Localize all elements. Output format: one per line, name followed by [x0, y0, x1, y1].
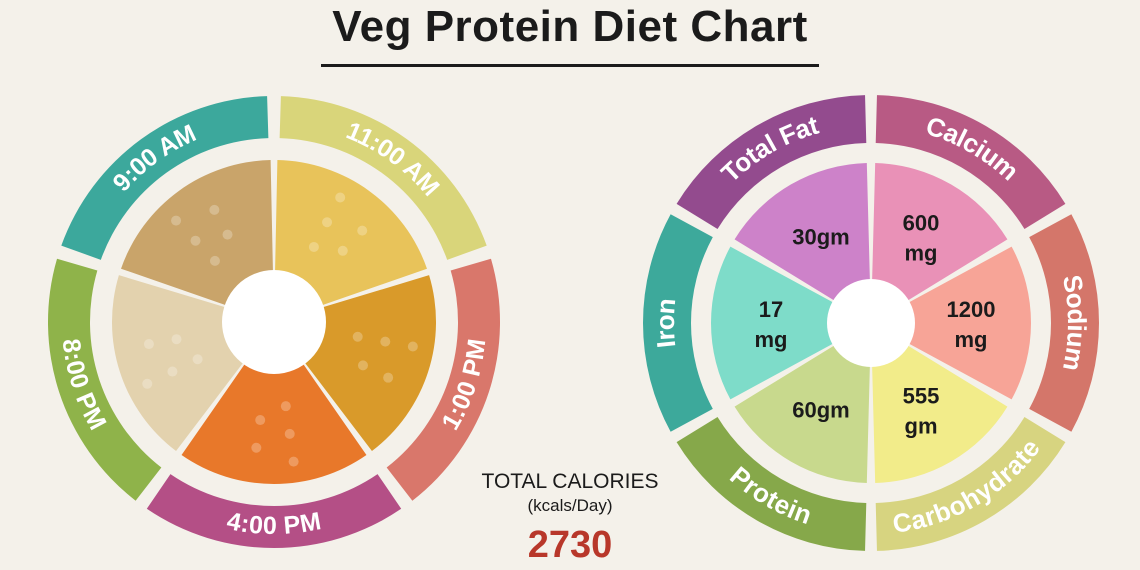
food-texture-dot [380, 336, 391, 347]
nutrient-segment-protein [676, 417, 867, 551]
food-texture-dot [251, 442, 262, 453]
food-papaya [181, 363, 367, 485]
nutrient-value-sector [711, 246, 836, 400]
time-segment-11-00-am [279, 96, 487, 260]
food-texture-dot [335, 192, 346, 203]
nutrient-segment-calcium [875, 95, 1066, 229]
nutrient-value-sector [906, 246, 1031, 400]
food-texture-dot [337, 245, 348, 256]
nutrient-ring: Total Fat CalciumSodiumCarbohydrateProtei… [643, 95, 1099, 551]
nutrient-value-label: 555 gm [903, 384, 940, 439]
food-texture-dot [308, 241, 319, 252]
food-sectors [112, 160, 436, 485]
total-calories-label: TOTAL CALORIES [481, 470, 659, 493]
time-segment-1-00-pm [386, 258, 500, 501]
food-texture-dot [357, 360, 368, 371]
food-texture-dot [171, 215, 182, 226]
food-bananas-and-juice [275, 160, 427, 306]
nutrient-value-label: 600 mg [903, 210, 940, 265]
nutrients-center-hole [827, 279, 915, 367]
nutrient-value-label: 1200 mg [947, 297, 996, 352]
time-segment-8-00-pm [48, 258, 162, 501]
nutrient-segment-total-fat [676, 95, 867, 229]
food-chapati [112, 275, 244, 452]
nutrient-value-sector [872, 163, 1008, 303]
nutrient-value-label: 30gm [792, 224, 849, 249]
food-texture-dot [357, 225, 368, 236]
food-texture-dot [209, 255, 220, 266]
food-texture-dot [352, 331, 363, 342]
nutrient-value-label: 17 mg [755, 297, 788, 352]
nutrient-value-label: 60gm [792, 398, 849, 423]
title-underline [321, 64, 819, 67]
food-texture-dot [209, 204, 220, 215]
time-label: 4:00 PM [225, 507, 324, 540]
food-texture-dot [407, 341, 418, 352]
nutrient-segment-iron [643, 214, 713, 432]
food-texture-dot [222, 229, 233, 240]
food-texture-dot [190, 235, 201, 246]
food-texture-dot [255, 415, 266, 426]
food-texture-dot [192, 354, 203, 365]
food-texture-dot [288, 456, 299, 467]
time-segment-9-00-am [61, 96, 269, 260]
food-texture-dot [142, 378, 153, 389]
nutrient-name-label: Iron [650, 297, 681, 349]
total-calories-value: 2730 [527, 524, 613, 566]
nutrient-value-sector [734, 343, 870, 483]
nutrient-value-sector [872, 343, 1008, 483]
nutrient-segment-sodium [1029, 214, 1099, 432]
food-texture-dot [383, 372, 394, 383]
nutrient-segment-carbohydrate [875, 417, 1066, 551]
schedule-center-hole [222, 270, 326, 374]
food-dal [304, 275, 436, 452]
food-sandwich [121, 160, 273, 306]
nutrient-name-label: Sodium [1057, 272, 1092, 373]
page-title: Veg Protein Diet Chart [332, 2, 808, 51]
food-texture-dot [284, 428, 295, 439]
total-calories-unit: (kcals/Day) [527, 496, 613, 515]
food-texture-dot [171, 334, 182, 345]
food-texture-dot [322, 217, 333, 228]
food-texture-dot [167, 366, 178, 377]
food-texture-dot [143, 339, 154, 350]
nutrient-value-sector [734, 163, 870, 303]
time-segment-4-00-pm [146, 474, 402, 548]
food-texture-dot [280, 401, 291, 412]
